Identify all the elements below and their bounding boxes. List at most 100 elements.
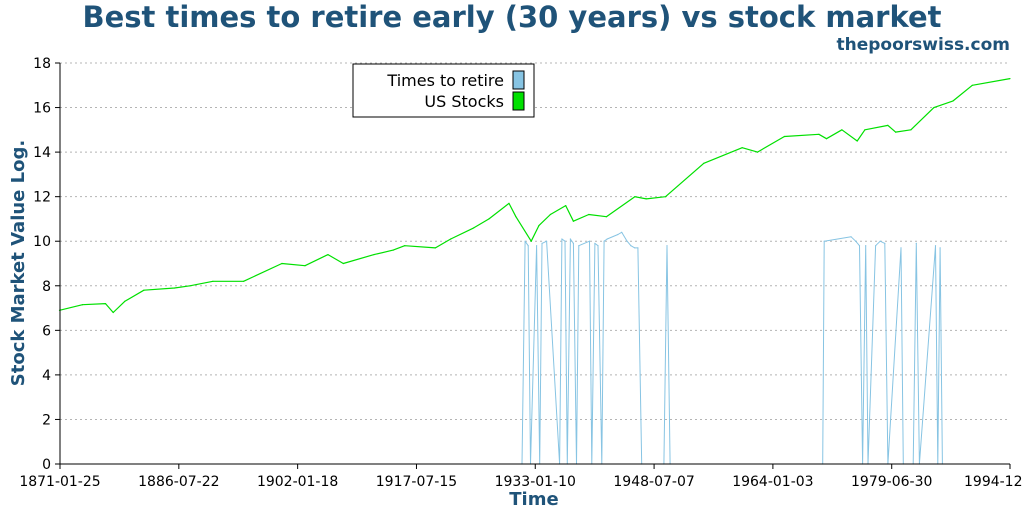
data-point-times-to-retire [879,240,881,242]
data-point-times-to-retire [524,240,526,242]
x-tick-label: 1933-01-10 [495,474,576,490]
y-tick-label: 10 [33,234,51,250]
y-tick-label: 6 [42,323,51,339]
data-point-us-stocks [549,213,552,216]
data-point-times-to-retire [900,247,902,249]
data-point-us-stocks [143,289,145,291]
legend: Times to retire US Stocks [352,63,535,118]
data-point-times-to-retire [934,245,937,247]
data-point-times-to-retire [588,240,591,242]
data-point-us-stocks [189,285,191,287]
y-tick-label: 18 [33,56,51,72]
data-point-times-to-retire [884,242,886,244]
data-point-times-to-retire [527,245,529,247]
data-point-times-to-retire [875,245,877,247]
data-point-times-to-retire [621,231,623,233]
data-point-us-stocks [243,280,245,282]
data-point-times-to-retire [637,247,639,249]
y-tick-label: 4 [42,368,51,384]
data-point-us-stocks [281,262,283,265]
data-point-times-to-retire [850,236,852,238]
data-point-us-stocks [508,202,510,204]
data-point-us-stocks [342,262,344,265]
data-point-us-stocks [952,100,954,102]
data-point-us-stocks [971,84,973,86]
data-point-us-stocks [212,280,214,282]
data-point-times-to-retire [546,240,548,242]
data-point-us-stocks [488,218,490,220]
legend-box [352,63,535,118]
data-point-us-stocks [530,240,532,242]
x-axis-title: Time [509,489,558,510]
axes: 0 2 4 6 8 10 12 14 16 18 1871-01-25 1886-07-22 1902-… [19,56,1022,490]
x-tick-label: 1994-12 [964,474,1023,490]
data-point-us-stocks [887,124,889,126]
data-point-us-stocks [538,225,540,227]
data-point-times-to-retire [564,240,566,242]
data-point-times-to-retire [634,247,636,249]
data-point-times-to-retire [823,240,825,242]
y-tick-label: 12 [33,190,51,206]
data-point-us-stocks [634,196,636,198]
y-tick-label: 14 [33,145,51,161]
data-point-us-stocks [572,220,575,222]
data-point-times-to-retire [569,238,572,240]
data-point-us-stocks [565,205,567,207]
x-tick-label: 1917-07-15 [376,474,457,490]
data-point-times-to-retire [606,238,608,240]
data-point-times-to-retire [572,242,575,244]
data-point-times-to-retire [865,245,867,247]
x-tick-label: 1964-01-03 [732,474,813,490]
data-point-us-stocks [856,140,858,142]
data-point-us-stocks [910,129,912,131]
data-point-us-stocks [756,151,759,153]
data-point-times-to-retire [939,247,941,249]
data-point-us-stocks [404,245,406,247]
y-tick-label: 8 [42,279,51,295]
series-line-times-to-retire [521,231,943,465]
data-point-us-stocks [373,254,375,256]
data-point-us-stocks [933,107,935,109]
data-point-us-stocks [605,216,608,218]
data-point-times-to-retire [597,245,599,247]
x-tick-label: 1886-07-22 [138,474,219,490]
x-tick-label: 1902-01-18 [257,474,338,490]
data-point-us-stocks [112,311,114,314]
data-point-times-to-retire [855,240,857,242]
data-point-us-stocks [304,265,306,267]
x-tick-label: 1979-06-30 [851,474,932,490]
data-point-us-stocks [783,135,786,138]
data-point-times-to-retire [541,242,543,244]
data-point-times-to-retire [630,245,632,247]
data-point-us-stocks [392,249,394,251]
data-point-us-stocks [450,238,452,240]
y-tick-label: 2 [42,412,51,428]
data-point-us-stocks [664,196,667,198]
legend-label-retire: Times to retire [386,71,504,90]
data-point-times-to-retire [536,245,538,247]
data-point-times-to-retire [603,240,605,242]
y-axis-title: Stock Market Value Log. [8,140,29,386]
y-tick-label: 0 [42,457,51,473]
series-layer [58,78,1011,465]
data-point-us-stocks [81,304,84,306]
data-point-us-stocks [895,131,897,133]
data-point-us-stocks [515,216,517,218]
legend-label-stocks: US Stocks [424,92,504,111]
y-tick-label: 16 [33,101,51,117]
data-point-times-to-retire [666,245,668,247]
legend-swatch-stocks [512,91,525,111]
chart-title: Best times to retire early (30 years) vs… [82,0,942,34]
data-point-us-stocks [645,198,647,200]
data-point-us-stocks [124,300,126,302]
data-point-times-to-retire [578,245,580,247]
site-credit: thepoorswiss.com [836,35,1011,55]
data-point-us-stocks [327,254,329,256]
data-point-times-to-retire [561,238,563,240]
data-point-us-stocks [741,147,743,149]
data-point-us-stocks [841,129,843,131]
series-line-us-stocks [59,78,1011,314]
data-point-us-stocks [473,227,475,229]
data-point-times-to-retire [626,240,628,242]
